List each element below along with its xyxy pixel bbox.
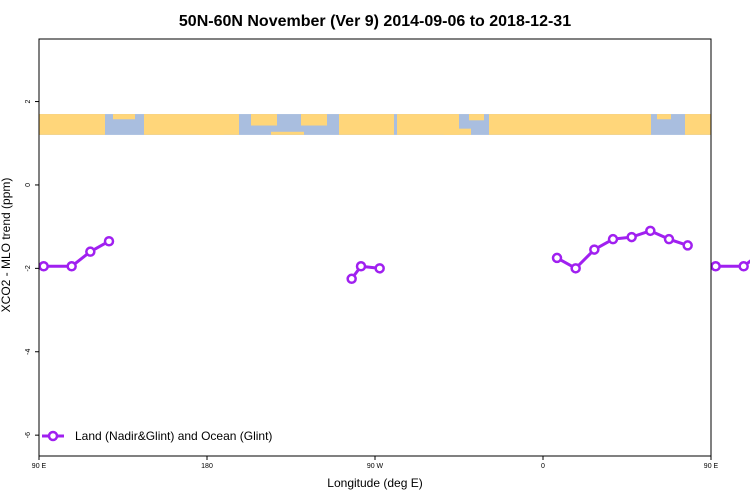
map-strip-land — [271, 131, 304, 135]
plot-frame — [38, 38, 712, 457]
data-point — [570, 263, 581, 274]
map-strip-land — [39, 114, 105, 135]
map-strip-land — [685, 114, 711, 135]
data-point — [38, 261, 49, 272]
data-point — [607, 233, 619, 245]
y-tick-label: -4 — [25, 349, 32, 355]
data-point — [355, 261, 367, 272]
data-point — [589, 244, 600, 255]
map-strip-land — [397, 114, 459, 135]
y-tick-label: -6 — [25, 432, 32, 438]
y-tick-label: 2 — [25, 100, 32, 104]
data-point — [682, 240, 693, 251]
data-point — [374, 263, 385, 274]
legend-point-marker — [47, 430, 59, 442]
data-point — [85, 246, 96, 257]
chart-title: 50N-60N November (Ver 9) 2014-09-06 to 2… — [179, 13, 571, 30]
map-strip-land — [469, 114, 484, 121]
data-point — [551, 252, 563, 264]
series-line — [43, 239, 110, 268]
legend-label: Land (Nadir&Glint) and Ocean (Glint) — [75, 429, 272, 443]
data-point — [626, 231, 637, 243]
data-point — [103, 235, 115, 247]
map-strip-land — [489, 114, 651, 135]
data-point — [663, 233, 675, 245]
map-strip-land — [444, 128, 471, 135]
y-axis: 2 0 -2 -4 -6 — [25, 100, 39, 438]
map-strip — [39, 114, 711, 135]
series-layer — [38, 225, 750, 285]
x-tick-label: 90 E — [32, 463, 47, 470]
map-strip-land — [339, 114, 394, 135]
map-strip-land — [301, 114, 327, 126]
y-tick-label: 0 — [25, 183, 32, 187]
x-tick-label: 0 — [541, 463, 545, 470]
x-tick-label: 180 — [201, 463, 213, 470]
map-strip-land — [657, 114, 671, 120]
data-point — [66, 261, 77, 272]
data-point — [346, 273, 357, 285]
x-tick-label: 90 W — [367, 463, 384, 470]
data-point — [710, 261, 721, 272]
y-tick-label: -2 — [25, 265, 32, 271]
map-strip-land — [144, 114, 239, 135]
y-axis-label: XCO2 - MLO trend (ppm) — [0, 178, 13, 313]
x-tick-label: 90 E — [704, 463, 719, 470]
x-axis-label: Longitude (deg E) — [327, 476, 422, 490]
x-axis: 90 E 180 90 W 0 90 E — [32, 456, 719, 470]
series-line — [715, 259, 750, 268]
map-strip-land — [251, 114, 277, 126]
data-point — [738, 261, 749, 272]
data-point — [645, 225, 656, 237]
legend: Land (Nadir&Glint) and Ocean (Glint) — [42, 429, 272, 443]
map-strip-land — [199, 129, 224, 135]
map-strip-land — [113, 114, 135, 120]
